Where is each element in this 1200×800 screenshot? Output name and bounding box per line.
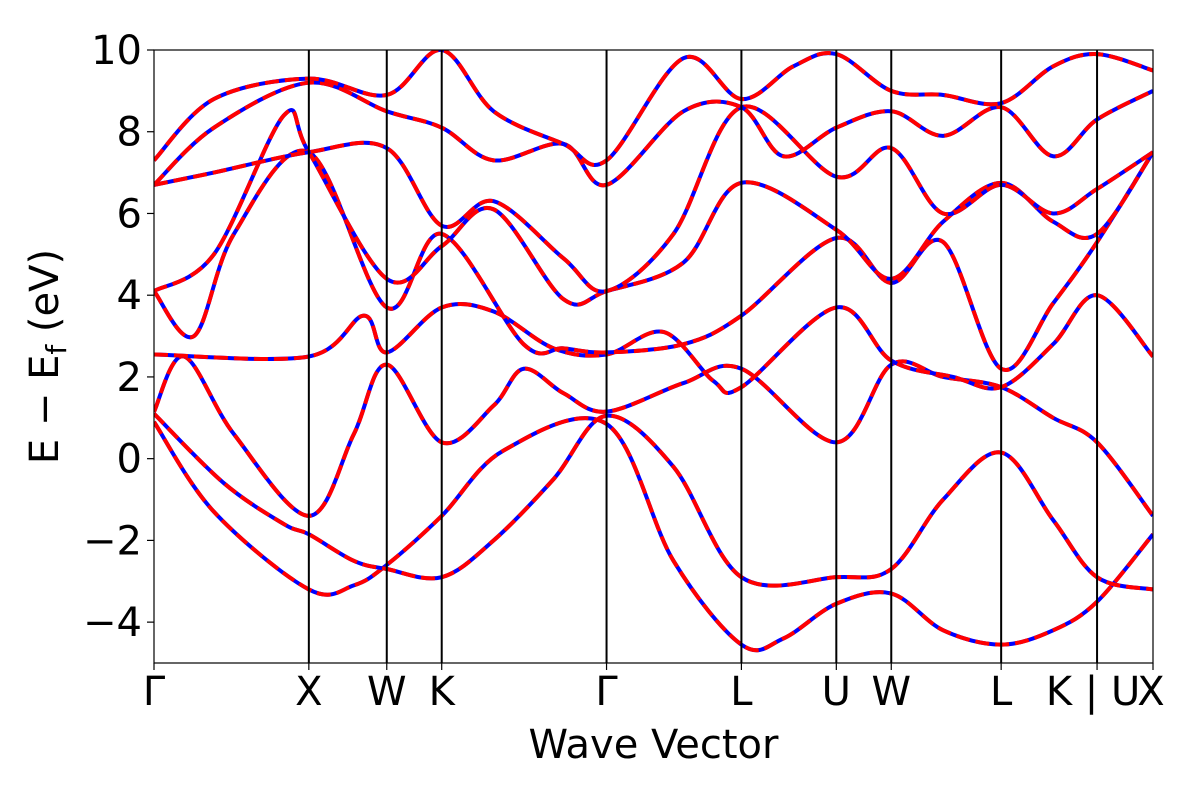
y-axis-label: E − Ef (eV) (22, 249, 73, 464)
high-symmetry-lines (307, 50, 1099, 663)
x-tick-label: X (295, 669, 322, 715)
y-tick-label: 6 (117, 191, 142, 237)
band-line-dashed-7 (154, 104, 1153, 294)
y-tick-label: 2 (117, 355, 142, 401)
band-line-solid-8 (154, 80, 1153, 188)
y-axis-label-subscript: f (40, 344, 73, 355)
y-tick-label: 4 (117, 273, 142, 319)
x-tick-label: Γ (143, 669, 166, 715)
band-line-dashed-3 (154, 354, 1153, 518)
x-tick-label: K | U (1046, 669, 1140, 715)
band-line-solid-2 (154, 412, 1153, 592)
y-tick-label: −2 (83, 518, 142, 564)
y-axis-label-unit: (eV) (22, 249, 68, 345)
y-axis-ticks: −4 −2 0 2 4 6 8 10 (83, 28, 154, 646)
x-tick-label: W (367, 669, 407, 715)
y-tick-label: 0 (117, 437, 142, 483)
y-tick-label: 10 (91, 28, 142, 74)
x-tick-label: X (1137, 669, 1164, 715)
band-line-dashed-4 (154, 293, 1153, 396)
band-line-solid-4 (154, 293, 1153, 396)
band-line-solid-7 (154, 104, 1153, 294)
band-line-dashed-8 (154, 80, 1153, 188)
x-tick-label: L (730, 669, 753, 715)
x-tick-label: U (822, 669, 851, 715)
x-tick-label: W (871, 669, 911, 715)
band-line-dashed-9 (154, 50, 1153, 167)
y-axis-label-main: E − E (22, 355, 68, 465)
plot-frame (153, 49, 1154, 664)
x-tick-label: K (429, 669, 457, 715)
band-line-dashed-2 (154, 412, 1153, 592)
x-axis-label: Wave Vector (529, 722, 780, 768)
band-lines (154, 50, 1153, 653)
x-tick-label: Γ (595, 669, 618, 715)
band-line-solid-3 (154, 354, 1153, 518)
y-tick-label: −4 (83, 600, 142, 646)
x-tick-label: L (990, 669, 1013, 715)
y-tick-label: 8 (117, 110, 142, 156)
